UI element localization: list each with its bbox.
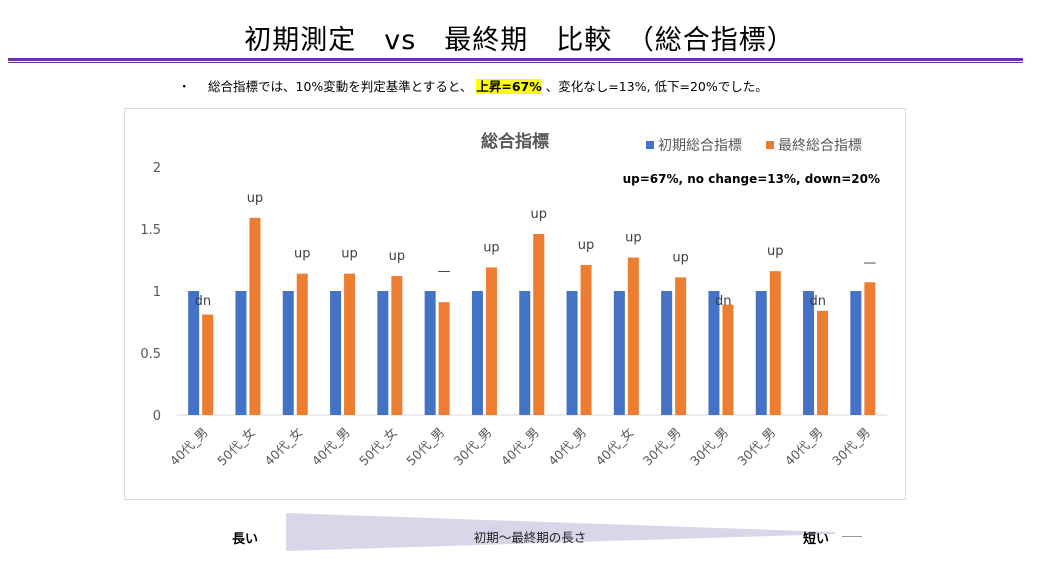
bar-data-label: up (483, 240, 500, 255)
bar-initial (519, 291, 531, 415)
bar-final (344, 273, 356, 415)
summary-text-post: 、変化なし=13%, 低下=20%でした。 (545, 79, 768, 94)
x-tick-label: 40代_女 (261, 425, 305, 469)
bar-initial (471, 291, 483, 415)
bar-initial (424, 291, 436, 415)
bar-final (202, 314, 214, 415)
timeline-end-line (842, 536, 862, 537)
x-tick-label: 40代_男 (498, 425, 542, 469)
bar-final (249, 217, 261, 415)
legend-label-initial: 初期総合指標 (658, 137, 742, 154)
y-axis-ticks: 0 0.5 1 1.5 2 (140, 161, 161, 424)
chart-frame: 総合指標 初期総合指標 最終総合指標 up=67%, no change=13%… (124, 108, 906, 500)
bar-data-label: up (294, 247, 311, 262)
bar-final (722, 304, 734, 415)
chart-title: 総合指標 (481, 131, 549, 152)
legend-swatch-final (766, 141, 774, 149)
bar-initial (282, 291, 294, 415)
bar-initial (803, 291, 815, 415)
x-tick-label: 50代_女 (214, 425, 258, 469)
bar-initial (708, 291, 720, 415)
bar-initial (330, 291, 342, 415)
bar-final (817, 310, 829, 415)
x-tick-label: 30代_男 (451, 425, 495, 469)
legend-label-final: 最終総合指標 (778, 138, 862, 154)
summary-line: ・ 総合指標では、10%変動を判定基準とすると、 上昇=67% 、変化なし=13… (178, 76, 768, 95)
bar-data-label: up (578, 238, 595, 253)
y-tick-label: 1 (153, 285, 161, 300)
bar-data-label: up (625, 231, 642, 246)
x-tick-label: 50代_男 (403, 425, 447, 469)
bullet-dot: ・ (178, 79, 191, 94)
bar-data-label: dn (715, 294, 732, 309)
bar-final (864, 282, 876, 415)
x-tick-label: 40代_男 (782, 425, 826, 469)
bar-final (438, 302, 450, 415)
bar-final (533, 233, 545, 415)
bar-initial (661, 291, 673, 415)
x-tick-label: 30代_男 (687, 425, 731, 469)
bar-data-label: up (672, 250, 689, 265)
bar-final (296, 273, 308, 415)
bar-initial (613, 291, 625, 415)
bar-data-label: up (247, 191, 264, 206)
timeline-wedge (286, 513, 835, 551)
timeline-long-label: 長い (232, 532, 259, 547)
y-tick-label: 2 (153, 161, 161, 176)
summary-text-pre: 総合指標では、10%変動を判定基準とすると、 (207, 79, 473, 94)
bar-final (485, 267, 497, 415)
chart-legend: 初期総合指標 最終総合指標 (646, 137, 862, 154)
bar-labels: dn up up up up — up up up up up dn up dn — (195, 191, 877, 309)
x-tick-label: 40代_男 (309, 425, 353, 469)
bar-final (391, 276, 403, 415)
title-rule-thin (8, 62, 1023, 63)
y-tick-label: 0 (153, 409, 161, 424)
bar-initial (850, 291, 862, 415)
y-tick-label: 1.5 (140, 223, 161, 238)
bar-initial (377, 291, 389, 415)
summary-highlight: 上昇=67% (476, 79, 542, 94)
bar-final (627, 257, 639, 415)
legend-swatch-initial (646, 141, 654, 149)
title-rule (8, 58, 1023, 61)
timeline-middle-label: 初期～最終期の長さ (473, 530, 587, 545)
bar-data-label: up (767, 244, 784, 259)
bar-initial (188, 291, 200, 415)
bar-final (580, 264, 592, 415)
y-tick-label: 0.5 (140, 347, 161, 362)
x-axis-tick-labels: 40代_男 50代_女 40代_女 40代_男 50代_女 50代_男 30代_男 40代_男… (167, 425, 873, 469)
x-tick-label: 30代_男 (734, 425, 778, 469)
bar-initial (235, 291, 247, 415)
bar-data-label: — (438, 264, 451, 279)
chart-svg: 総合指標 初期総合指標 最終総合指標 up=67%, no change=13%… (140, 131, 887, 469)
bar-data-label: up (389, 249, 406, 264)
x-tick-label: 30代_男 (640, 425, 684, 469)
bar-final (769, 271, 781, 415)
chart-annotation: up=67%, no change=13%, down=20% (623, 172, 880, 186)
bar-initial (566, 291, 578, 415)
bar-data-label: dn (195, 294, 212, 309)
timeline-short-label: 短い (803, 532, 830, 547)
x-tick-label: 40代_女 (593, 425, 637, 469)
bar-data-label: dn (810, 294, 827, 309)
x-tick-label: 50代_女 (356, 425, 400, 469)
x-tick-label: 40代_男 (167, 425, 211, 469)
bar-data-label: up (341, 247, 358, 262)
bar-initial (755, 291, 767, 415)
timeline-wedge-shape (286, 513, 835, 551)
bar-data-label: up (531, 207, 548, 222)
timeline-bar: 長い 初期～最終期の長さ 短い (0, 510, 1039, 560)
x-tick-label: 30代_男 (829, 425, 873, 469)
slide-title: 初期測定 vs 最終期 比較 （総合指標） (244, 25, 795, 56)
bar-data-label: — (863, 255, 876, 270)
x-tick-label: 40代_男 (545, 425, 589, 469)
bar-final (675, 277, 687, 415)
bars (188, 217, 876, 415)
